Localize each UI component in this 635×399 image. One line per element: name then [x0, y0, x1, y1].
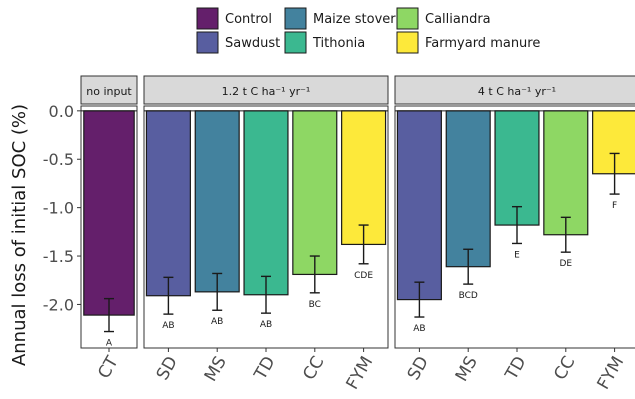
facet-strip-label: no input: [86, 85, 132, 98]
bar-td: [243, 110, 289, 296]
significance-letter: A: [106, 339, 113, 349]
panel-1: no input A CT: [80, 75, 138, 382]
bar-ct: [83, 110, 135, 316]
y-tick-label: -0.5: [43, 150, 74, 169]
facet-strip-label: 1.2 t C ha⁻¹ yr⁻¹: [222, 85, 311, 98]
legend-label-tithonia: Tithonia: [312, 36, 365, 51]
significance-letter: AB: [260, 320, 272, 330]
legend: Control Sawdust Maize stover Tithonia Callia…: [196, 7, 540, 54]
significance-letter: AB: [413, 324, 425, 334]
x-tick-label: CC: [550, 353, 579, 384]
legend-key-sawdust: [196, 31, 219, 54]
facet-strip: [80, 75, 138, 105]
bar-ms: [194, 110, 240, 293]
panels: no input A CT 1.2 t C ha⁻¹ yr⁻¹ AB SD AB MS AB TD…: [80, 75, 635, 393]
y-tick-label: -1.0: [43, 199, 74, 218]
x-tick-label: FYM: [594, 353, 629, 393]
y-axis-label: Annual loss of initial SOC (%): [9, 104, 30, 366]
x-tick-label: TD: [250, 353, 280, 384]
significance-letter: AB: [162, 321, 174, 331]
y-axis: 0.0 -0.5 -1.0 -1.5 -2.0: [43, 102, 81, 314]
significance-letter: F: [612, 201, 617, 211]
legend-label-farmyard-manure: Farmyard manure: [425, 36, 540, 51]
significance-letter: BC: [309, 300, 321, 310]
facet-strip-label: 4 t C ha⁻¹ yr⁻¹: [478, 85, 556, 98]
y-tick-label: 0.0: [49, 102, 74, 121]
x-tick-label: SD: [404, 353, 433, 384]
x-tick-label: CT: [94, 352, 123, 382]
legend-key-farmyard-manure: [396, 31, 419, 54]
bar-sd: [396, 110, 442, 301]
x-tick-label: SD: [153, 353, 182, 384]
panel-3: 4 t C ha⁻¹ yr⁻¹ AB SD BCD MS E TD DE CC F FYM: [394, 75, 635, 393]
y-tick-label: -2.0: [43, 295, 74, 314]
y-tick-label: -1.5: [43, 247, 74, 266]
bar-cc: [543, 110, 589, 236]
facet-strip: [143, 75, 389, 105]
legend-key-tithonia: [284, 31, 307, 54]
facet-strip: [394, 75, 635, 105]
x-tick-label: FYM: [343, 353, 378, 393]
x-tick-label: MS: [452, 353, 482, 385]
legend-key-maize-stover: [284, 7, 307, 30]
x-tick-label: TD: [501, 353, 531, 384]
panel-2: 1.2 t C ha⁻¹ yr⁻¹ AB SD AB MS AB TD BC CC CDE FYM: [143, 75, 389, 393]
x-tick-label: MS: [201, 353, 231, 385]
x-tick-label: CC: [299, 353, 328, 384]
bar-sd: [145, 110, 191, 297]
significance-letter: DE: [559, 259, 572, 269]
bar-cc: [292, 110, 338, 276]
legend-label-calliandra: Calliandra: [425, 12, 491, 27]
legend-label-control: Control: [225, 12, 272, 27]
legend-label-sawdust: Sawdust: [225, 36, 280, 51]
legend-key-calliandra: [396, 7, 419, 30]
bar-fym: [341, 110, 387, 246]
significance-letter: E: [514, 250, 520, 260]
bar-ms: [445, 110, 491, 268]
significance-letter: AB: [211, 317, 223, 327]
bar-fym: [592, 110, 635, 175]
significance-letter: CDE: [354, 271, 373, 281]
legend-key-control: [196, 7, 219, 30]
significance-letter: BCD: [459, 291, 478, 301]
legend-label-maize-stover: Maize stover: [313, 12, 396, 27]
